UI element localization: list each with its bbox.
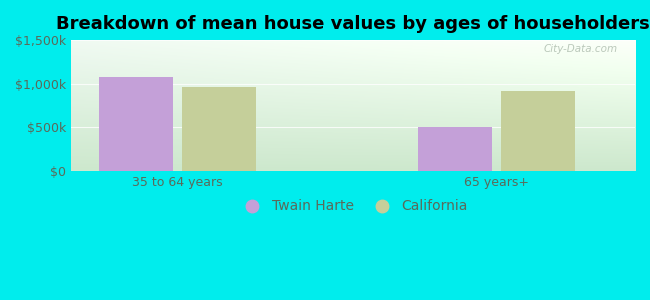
Title: Breakdown of mean house values by ages of householders: Breakdown of mean house values by ages o… — [56, 15, 650, 33]
Legend: Twain Harte, California: Twain Harte, California — [233, 194, 473, 219]
Bar — [99, 77, 173, 171]
Bar — [501, 91, 575, 171]
Bar — [181, 87, 256, 171]
Text: City-Data.com: City-Data.com — [544, 44, 618, 54]
Bar — [418, 127, 493, 171]
